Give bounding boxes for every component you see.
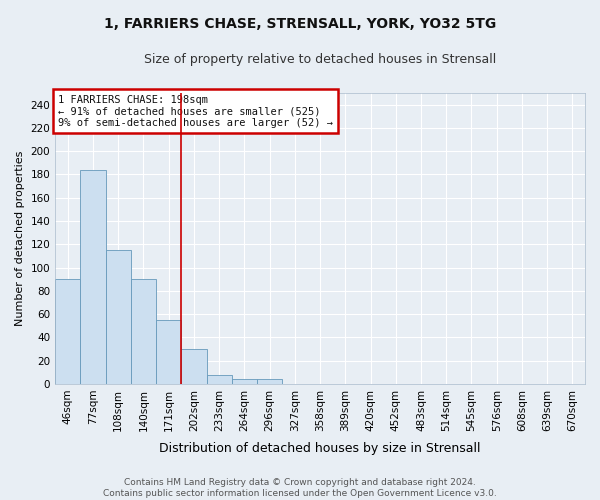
Bar (257, 379, 282, 384)
X-axis label: Distribution of detached houses by size in Strensall: Distribution of detached houses by size … (160, 442, 481, 455)
Bar (232, 379, 257, 384)
Text: 1, FARRIERS CHASE, STRENSALL, YORK, YO32 5TG: 1, FARRIERS CHASE, STRENSALL, YORK, YO32… (104, 18, 496, 32)
Bar (156, 320, 181, 384)
Bar (131, 279, 156, 384)
Title: Size of property relative to detached houses in Strensall: Size of property relative to detached ho… (144, 52, 496, 66)
Bar (55, 279, 80, 384)
Bar (181, 349, 206, 384)
Bar (106, 250, 131, 384)
Y-axis label: Number of detached properties: Number of detached properties (15, 151, 25, 326)
Text: 1 FARRIERS CHASE: 198sqm
← 91% of detached houses are smaller (525)
9% of semi-d: 1 FARRIERS CHASE: 198sqm ← 91% of detach… (58, 94, 333, 128)
Text: Contains HM Land Registry data © Crown copyright and database right 2024.
Contai: Contains HM Land Registry data © Crown c… (103, 478, 497, 498)
Bar (206, 374, 232, 384)
Bar (80, 170, 106, 384)
